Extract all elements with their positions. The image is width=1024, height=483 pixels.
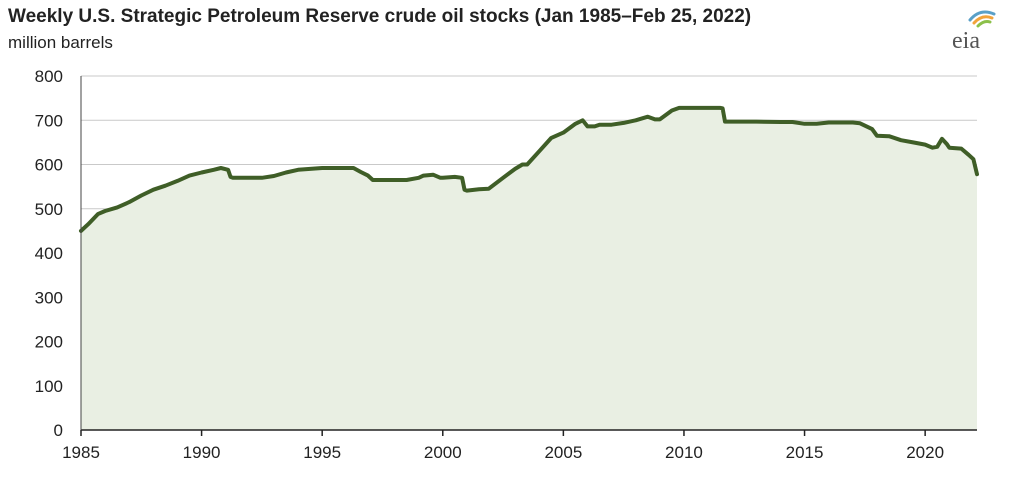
x-tick-label-2015: 2015 <box>786 443 824 462</box>
y-tick-label-500: 500 <box>35 200 63 219</box>
y-tick-label-700: 700 <box>35 111 63 130</box>
y-tick-label-0: 0 <box>54 421 63 440</box>
y-tick-label-100: 100 <box>35 377 63 396</box>
eia-logo-icon: eia <box>952 10 996 54</box>
x-tick-label-2005: 2005 <box>544 443 582 462</box>
y-tick-label-200: 200 <box>35 333 63 352</box>
eia-logo: eia <box>940 8 1010 54</box>
x-tick-label-1990: 1990 <box>183 443 221 462</box>
series-line <box>79 105 979 233</box>
x-tick-label-2010: 2010 <box>665 443 703 462</box>
y-tick-label-600: 600 <box>35 156 63 175</box>
y-tick-label-300: 300 <box>35 288 63 307</box>
chart-title: Weekly U.S. Strategic Petroleum Reserve … <box>8 6 752 27</box>
y-axis-unit-label: million barrels <box>8 33 113 52</box>
x-tick-label-1995: 1995 <box>303 443 341 462</box>
series-area-fill <box>81 107 977 431</box>
x-tick-label-2020: 2020 <box>906 443 944 462</box>
y-tick-label-800: 800 <box>35 67 63 86</box>
y-tick-label-400: 400 <box>35 244 63 263</box>
svg-text:eia: eia <box>952 28 980 52</box>
x-tick-label-1985: 1985 <box>62 443 100 462</box>
x-tick-label-2000: 2000 <box>424 443 462 462</box>
